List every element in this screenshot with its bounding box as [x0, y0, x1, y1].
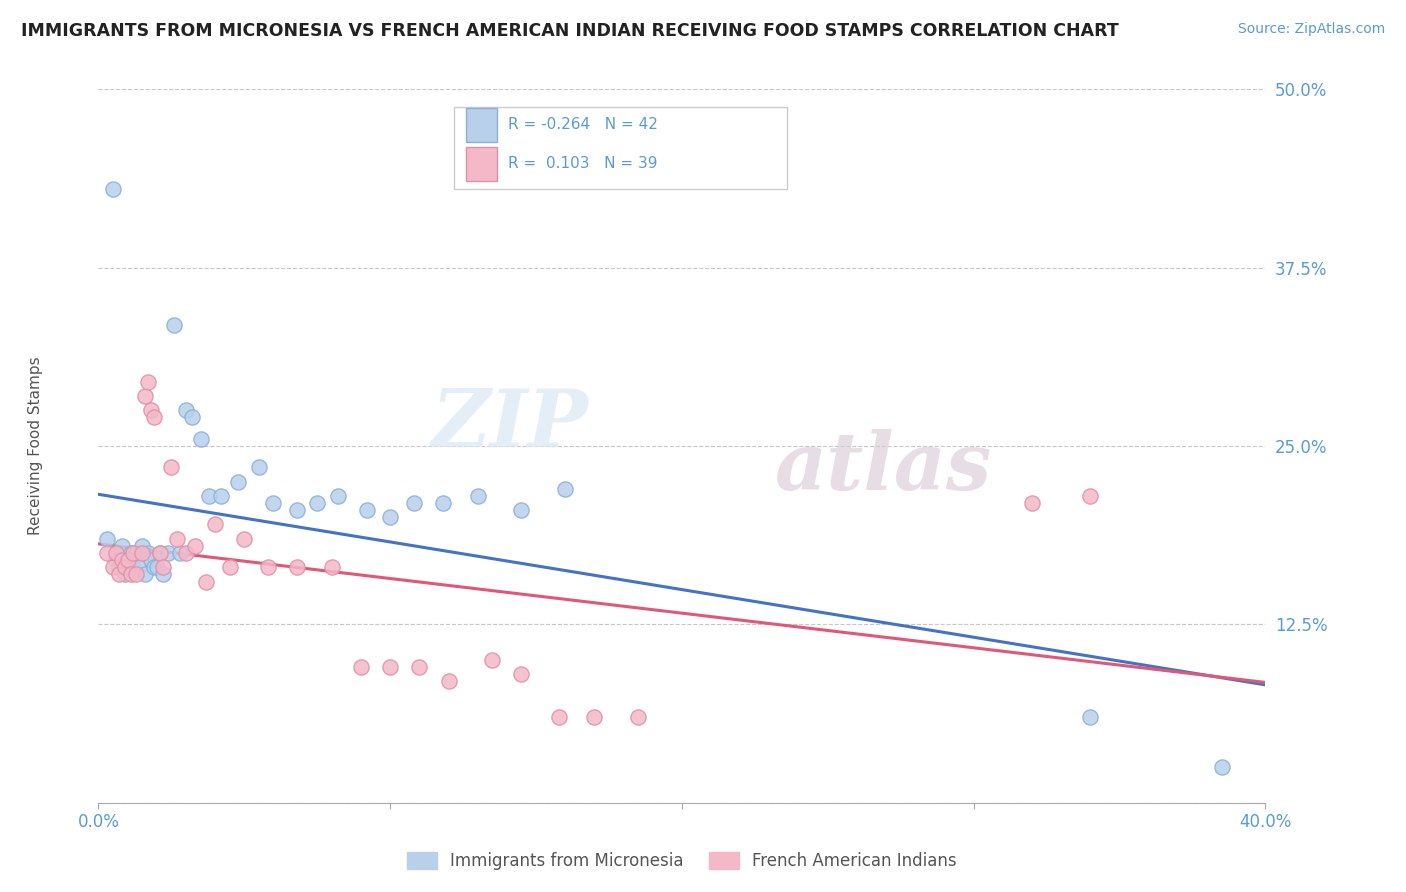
Point [1080, 489, 1102, 503]
Point [146, 560, 169, 574]
Point [96, 546, 118, 560]
Point [139, 403, 162, 417]
Point [125, 567, 148, 582]
Point [218, 560, 240, 574]
Point [157, 546, 180, 560]
Point [139, 553, 162, 567]
Point [350, 660, 373, 674]
Point [122, 560, 145, 574]
Point [1021, 496, 1043, 510]
Point [125, 546, 148, 560]
Point [437, 674, 460, 689]
Point [190, 432, 212, 446]
Point [326, 489, 349, 503]
Point [142, 410, 165, 425]
Point [356, 503, 378, 517]
Point [1080, 710, 1102, 724]
Point [108, 560, 131, 574]
Point [583, 710, 606, 724]
Point [285, 503, 308, 517]
Point [134, 567, 156, 582]
Text: Receiving Food Stamps: Receiving Food Stamps [28, 357, 42, 535]
Point [198, 489, 221, 503]
Point [160, 460, 183, 475]
Point [183, 539, 205, 553]
Point [96, 532, 118, 546]
Point [104, 546, 127, 560]
Point [163, 318, 186, 332]
Point [142, 560, 165, 574]
Point [117, 553, 139, 567]
Point [136, 375, 159, 389]
Point [195, 574, 218, 589]
Point [111, 539, 134, 553]
Point [169, 546, 191, 560]
Point [285, 560, 308, 574]
Point [149, 546, 172, 560]
Point [481, 653, 503, 667]
Point [131, 546, 153, 560]
Point [152, 560, 174, 574]
Point [1211, 760, 1233, 774]
Text: IMMIGRANTS FROM MICRONESIA VS FRENCH AMERICAN INDIAN RECEIVING FOOD STAMPS CORRE: IMMIGRANTS FROM MICRONESIA VS FRENCH AME… [21, 22, 1119, 40]
Point [104, 553, 127, 567]
Text: R = -0.264   N = 42: R = -0.264 N = 42 [508, 117, 658, 132]
Point [262, 496, 284, 510]
Point [152, 567, 174, 582]
Point [402, 496, 425, 510]
Point [627, 710, 650, 724]
Text: ZIP: ZIP [432, 386, 589, 463]
Point [554, 482, 576, 496]
Point [166, 532, 188, 546]
Point [114, 560, 136, 574]
Point [134, 389, 156, 403]
Point [128, 560, 150, 574]
Point [149, 546, 172, 560]
Point [209, 489, 232, 503]
Point [408, 660, 430, 674]
Point [174, 546, 197, 560]
Point [122, 546, 145, 560]
Point [228, 475, 250, 489]
Point [120, 546, 142, 560]
Point [378, 660, 402, 674]
Point [114, 567, 136, 582]
Point [174, 403, 197, 417]
Point [467, 489, 489, 503]
Point [548, 710, 571, 724]
Legend: Immigrants from Micronesia, French American Indians: Immigrants from Micronesia, French Ameri… [401, 845, 963, 877]
Point [101, 560, 124, 574]
Point [120, 567, 142, 582]
Point [256, 560, 278, 574]
Point [510, 503, 533, 517]
Point [378, 510, 402, 524]
Point [101, 182, 124, 196]
Point [510, 667, 533, 681]
Point [180, 410, 202, 425]
Point [131, 539, 153, 553]
Point [307, 496, 329, 510]
Point [108, 567, 131, 582]
Text: R =  0.103   N = 39: R = 0.103 N = 39 [508, 156, 657, 171]
Point [117, 553, 139, 567]
Point [321, 560, 343, 574]
Text: atlas: atlas [775, 429, 993, 506]
Point [136, 546, 159, 560]
Point [111, 553, 134, 567]
Point [233, 532, 256, 546]
Point [204, 517, 226, 532]
Text: Source: ZipAtlas.com: Source: ZipAtlas.com [1237, 22, 1385, 37]
Point [247, 460, 270, 475]
Point [432, 496, 454, 510]
